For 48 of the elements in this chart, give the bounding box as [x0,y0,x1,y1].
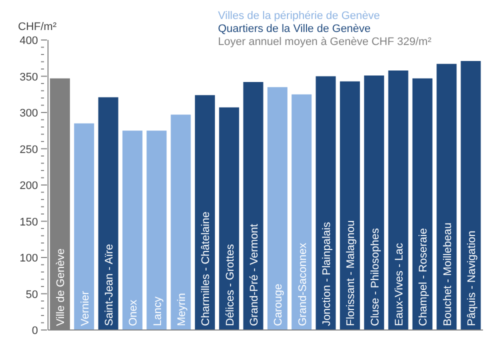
bar [316,76,336,330]
x-tick-label: Délices - Grottes [224,244,236,326]
bar [98,97,118,330]
y-tick-label: 300 [20,108,38,120]
x-tick-label: Charmilles - Châtelaine [200,212,212,326]
bar [267,87,288,330]
bar [122,130,142,330]
y-axis-title: CHF/m² [18,21,57,33]
bar [243,82,264,330]
bar [170,114,191,330]
bar [412,78,432,330]
bar [292,94,312,330]
y-tick-label: 400 [20,35,38,47]
y-tick-label: 200 [20,180,38,192]
bar [364,76,384,330]
x-tick-label: Pâquis - Navigation [466,230,478,326]
bar [146,130,167,330]
y-tick-label: 150 [20,216,38,228]
x-tick-label: Vernier [79,290,92,326]
text: Villes de la périphérie de Genève [218,10,381,23]
x-tick-label: Lancy [152,296,164,326]
x-tick-label: Jonction - Plainpalais [320,222,333,326]
y-tick-label: 350 [20,71,38,84]
text: Quartiers de la Ville de Genève [218,23,372,36]
x-tick-label: Grand-Pré - Vermont [248,224,260,326]
y-tick-label: 100 [20,252,38,264]
bar [340,81,360,330]
y-tick-label: 0 [32,325,38,337]
x-tick-label: Bouchet - Moillebeau [442,222,454,326]
x-tick-label: Cluse - Philosophes [369,228,382,326]
text: Loyer annuel moyen à Genève CHF 329/m² [218,36,432,49]
bar [460,61,481,330]
x-tick-label: Saint-Jean - Aïre [103,244,116,326]
x-tick-label: Champel - Roseraie [418,228,430,326]
bar [74,123,94,330]
x-tick-label: Florissant - Malagnou [345,220,358,326]
x-tick-label: Carouge [272,284,285,326]
bar [388,70,408,330]
bar [436,64,457,330]
bar [194,95,215,330]
y-tick-label: 250 [20,144,38,156]
x-tick-label: Ville de Genève [55,248,68,326]
bar [219,107,240,330]
x-tick-label: Grand-Saconnex [296,242,309,326]
x-tick-label: Meyrin [176,292,188,326]
x-tick-label: Onex [128,299,140,326]
y-tick-label: 50 [26,288,38,301]
x-tick-label: Eaux-Vives - Lac [393,242,406,326]
